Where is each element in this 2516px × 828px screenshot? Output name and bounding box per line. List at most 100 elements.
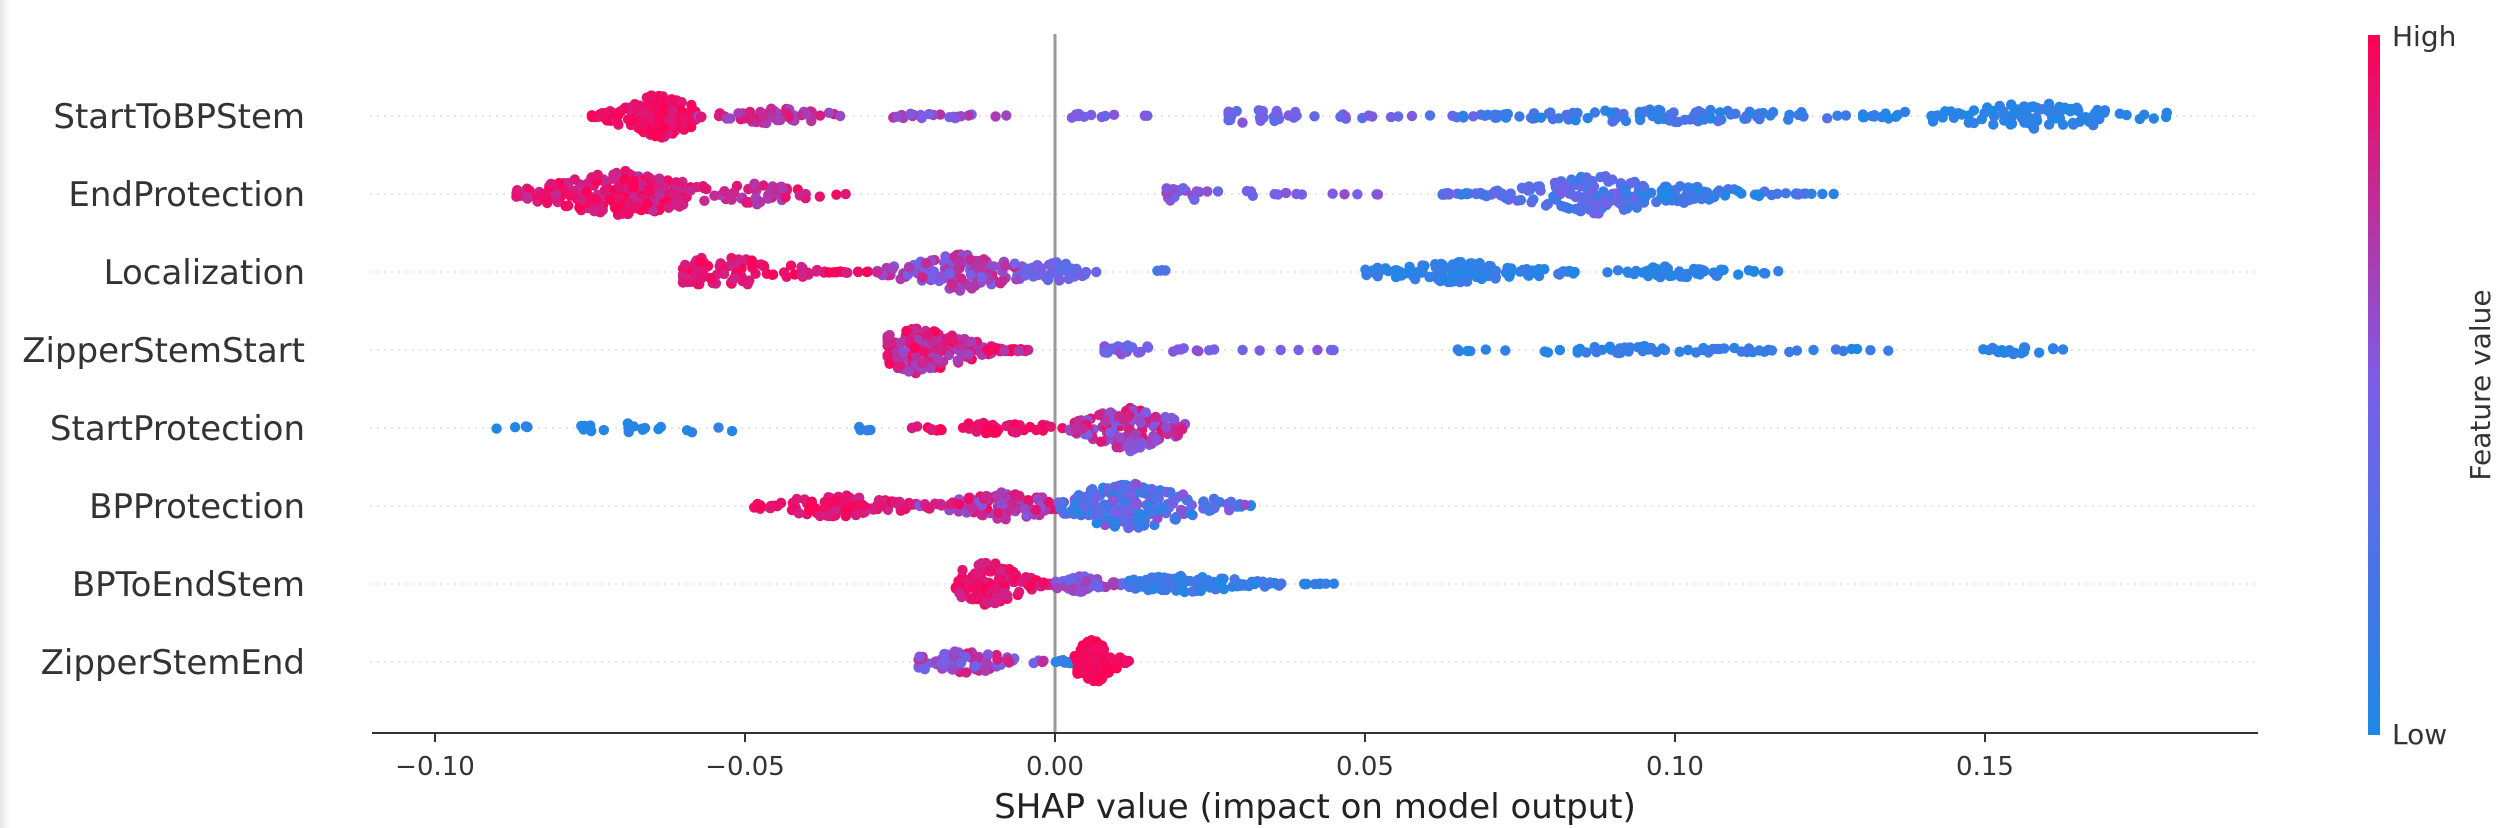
shap-point <box>1753 190 1765 202</box>
shap-point <box>1177 183 1189 194</box>
shap-point <box>1772 188 1783 199</box>
shap-point <box>522 421 533 433</box>
shap-point <box>1628 268 1640 280</box>
shap-point <box>780 192 791 203</box>
shap-point <box>751 199 763 210</box>
shap-point <box>914 651 925 662</box>
shap-point <box>638 119 649 131</box>
shap-point <box>1783 114 1794 125</box>
shap-point <box>916 112 927 124</box>
shap-point <box>699 195 710 206</box>
shap-point <box>758 180 769 191</box>
shap-point <box>589 206 600 217</box>
shap-point <box>953 499 965 510</box>
shap-point <box>1692 184 1704 195</box>
shap-point <box>917 272 928 283</box>
shap-point <box>778 267 790 278</box>
shap-point <box>1948 112 1960 124</box>
shap-point <box>1448 260 1460 271</box>
shap-point <box>983 566 995 577</box>
shap-point <box>1019 503 1030 514</box>
shap-point <box>522 192 533 203</box>
x-tick-label: −0.10 <box>395 752 475 782</box>
shap-point <box>1309 578 1321 590</box>
shap-point <box>944 268 955 279</box>
shap-point <box>1457 266 1469 277</box>
shap-point <box>1657 343 1668 354</box>
shap-point <box>2072 103 2083 114</box>
shap-point <box>857 499 868 511</box>
shap-point <box>903 261 915 273</box>
shap-point <box>576 194 587 205</box>
shap-point <box>814 110 826 121</box>
shap-point <box>1832 110 1843 121</box>
shap-point <box>1647 262 1659 273</box>
shap-point <box>1063 574 1074 586</box>
shap-point <box>1134 415 1145 426</box>
shap-point <box>824 497 836 509</box>
shap-point <box>2016 113 2028 124</box>
shap-point <box>1208 493 1220 504</box>
shap-point <box>1081 665 1092 677</box>
shap-point <box>741 197 752 208</box>
x-tick-label: −0.05 <box>705 752 785 782</box>
shap-point <box>733 108 744 119</box>
shap-point <box>1367 111 1378 122</box>
shap-point <box>989 583 1000 594</box>
shap-point <box>599 185 610 196</box>
shap-point <box>840 188 851 200</box>
shap-point <box>1151 435 1163 446</box>
shap-point <box>981 421 992 433</box>
shap-point <box>1072 507 1084 519</box>
shap-point <box>631 101 643 112</box>
shap-point <box>1160 422 1172 433</box>
shap-point <box>1175 504 1187 516</box>
shap-point <box>837 495 849 506</box>
shap-point <box>957 564 968 576</box>
shap-point <box>1405 266 1417 277</box>
shap-point <box>1150 411 1161 423</box>
shap-point <box>980 491 992 502</box>
shap-point <box>775 497 787 509</box>
shap-point <box>1169 513 1180 525</box>
shap-point <box>982 344 993 355</box>
shap-point <box>1076 647 1088 658</box>
shap-point <box>963 280 974 291</box>
shap-point <box>1193 346 1204 357</box>
shap-point <box>1118 515 1129 526</box>
shap-point <box>1690 266 1701 277</box>
shap-point <box>586 110 597 121</box>
shap-point <box>1096 642 1108 654</box>
shap-point <box>2057 344 2069 355</box>
shap-point <box>1592 191 1603 202</box>
shap-point <box>919 346 930 357</box>
shap-point <box>1736 346 1747 357</box>
shap-point <box>1600 171 1611 182</box>
shap-point <box>920 258 932 269</box>
shap-point <box>1121 504 1132 515</box>
shap-point <box>725 113 736 124</box>
shap-point <box>2006 99 2017 110</box>
shap-point <box>545 178 557 189</box>
shap-point <box>1309 111 1320 122</box>
shap-point <box>1526 197 1537 208</box>
shap-point <box>1148 583 1159 594</box>
shap-point <box>823 267 835 278</box>
shap-point <box>1185 508 1197 519</box>
shap-point <box>1736 188 1747 199</box>
shap-point <box>963 110 974 121</box>
shap-point <box>681 425 693 436</box>
shap-point <box>922 329 934 341</box>
shap-point <box>823 107 835 119</box>
shap-point <box>628 421 639 432</box>
shap-point <box>996 498 1007 509</box>
shap-point <box>1241 185 1253 197</box>
shap-point <box>509 422 521 433</box>
shap-point <box>1998 106 2009 117</box>
shap-point <box>814 191 825 202</box>
shap-point <box>1055 503 1066 514</box>
shap-point <box>1930 110 1942 122</box>
shap-point <box>1575 204 1586 215</box>
shap-point <box>973 568 984 579</box>
shap-point <box>613 193 625 204</box>
